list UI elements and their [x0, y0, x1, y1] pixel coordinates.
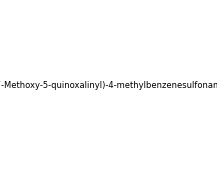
Text: N-(7-Methoxy-5-quinoxalinyl)-4-methylbenzenesulfonamide: N-(7-Methoxy-5-quinoxalinyl)-4-methylben… — [0, 81, 217, 90]
